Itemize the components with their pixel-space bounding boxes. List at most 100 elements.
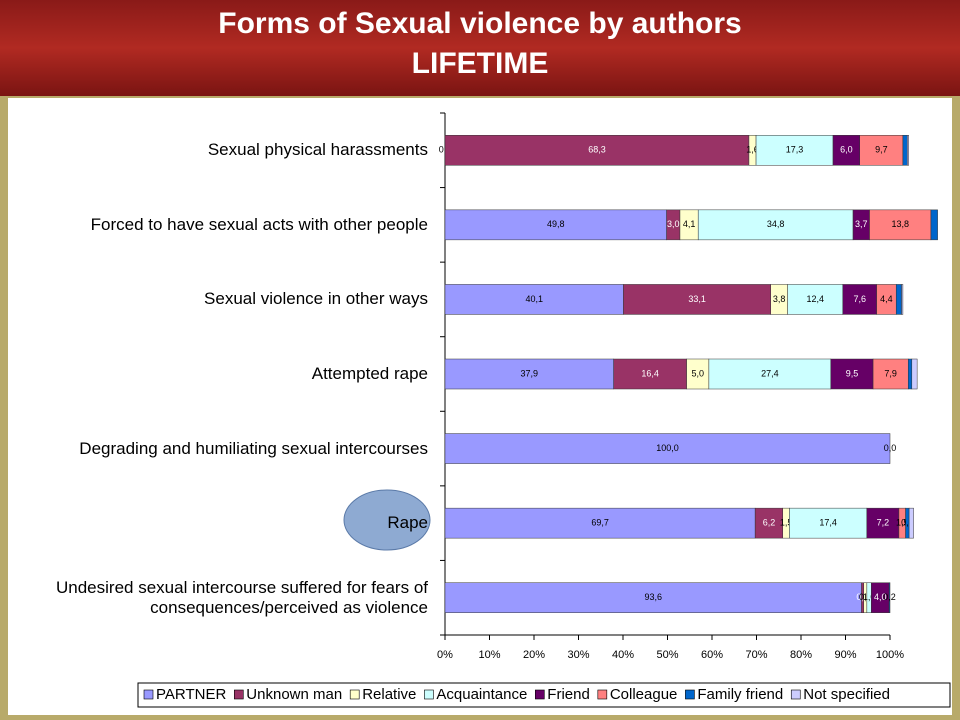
bar-segment <box>930 209 938 241</box>
legend-swatch <box>790 689 801 700</box>
x-tick-label: 100% <box>876 649 904 661</box>
data-label: 12,4 <box>806 294 824 304</box>
y-tick-label: Forced to have sexual acts with other pe… <box>90 214 428 234</box>
legend-label: Relative <box>362 686 416 703</box>
bar-segment <box>708 358 832 390</box>
y-tick-label: Rape <box>387 513 428 533</box>
data-label: 100,0 <box>656 443 679 453</box>
bar-segment <box>901 284 904 315</box>
bar-segment <box>907 358 913 390</box>
data-label: 4,4 <box>880 294 893 304</box>
y-tick-label: Attempted rape <box>311 364 428 383</box>
title-banner <box>0 0 960 96</box>
bar-segment <box>902 135 908 166</box>
data-label: 6,2 <box>763 518 776 528</box>
x-tick-label: 80% <box>790 649 812 661</box>
data-label: 0,7 <box>859 592 872 602</box>
bar-segment <box>842 284 877 315</box>
legend-label: Family friend <box>697 686 783 703</box>
x-tick-label: 20% <box>523 649 545 661</box>
bar-segment <box>755 135 834 166</box>
bar-segment <box>613 358 687 390</box>
bar-segment <box>888 582 891 613</box>
x-tick-label: 90% <box>834 649 856 661</box>
bar-segment <box>444 433 891 464</box>
y-tick-label: Degrading and humiliating sexual interco… <box>79 438 428 458</box>
legend-swatch <box>685 689 695 700</box>
data-label: 9,7 <box>875 145 888 155</box>
data-label: 7,6 <box>853 294 866 304</box>
legend-label: Not specified <box>803 686 890 703</box>
data-label: 3,0 <box>667 219 680 229</box>
data-label: 69,7 <box>591 518 609 528</box>
data-label: 33,1 <box>688 294 706 304</box>
legend-label: Colleague <box>610 686 678 703</box>
data-label: 4,1 <box>683 219 696 229</box>
data-label: 68,3 <box>588 145 606 155</box>
bar-segment <box>444 209 667 241</box>
data-label: 0,8 <box>901 518 914 528</box>
chart-title: Forms of Sexual violence by authors LIFE… <box>218 7 742 80</box>
data-label: 6,0 <box>840 145 853 155</box>
legend-label: Acquaintance <box>436 686 527 703</box>
bar-segment <box>895 284 902 315</box>
legend-label: Unknown man <box>246 686 342 703</box>
data-label: 3,8 <box>773 294 786 304</box>
data-label: 9,5 <box>846 368 859 378</box>
bar-segment <box>872 358 909 390</box>
bar-segment <box>911 358 918 390</box>
bar-segment <box>787 284 844 315</box>
data-label: 3,7 <box>855 219 868 229</box>
legend-swatch <box>424 689 434 700</box>
data-label: 37,9 <box>521 368 539 378</box>
data-label: 7,2 <box>877 518 890 528</box>
y-tick-label: Undesired sexual intercourse suffered fo… <box>56 577 428 617</box>
legend-label: Friend <box>547 686 590 703</box>
data-label: 1,5 <box>896 518 909 528</box>
data-label: 5,0 <box>692 368 705 378</box>
x-tick-label: 70% <box>745 649 767 661</box>
x-tick-label: 50% <box>656 649 678 661</box>
data-label: 17,4 <box>819 518 837 528</box>
legend: PARTNER Unknown man Relative Acquaintance Fr… <box>137 682 951 708</box>
x-tick-label: 30% <box>567 649 589 661</box>
highlight-ellipse <box>343 489 431 551</box>
x-tick-label: 40% <box>612 649 634 661</box>
data-label: 0,5 <box>856 592 869 602</box>
bar-segment <box>859 135 904 166</box>
data-label: 40,1 <box>525 294 543 304</box>
data-label: 27,4 <box>761 368 779 378</box>
bar-segment <box>444 358 614 390</box>
bar-segment <box>623 284 771 315</box>
bar-segment <box>908 507 914 539</box>
data-label: 0,0 <box>884 443 897 453</box>
data-label: 93,6 <box>644 592 662 602</box>
legend-swatch <box>534 689 545 700</box>
data-label: 1,5 <box>780 518 793 528</box>
data-label: 0,2 <box>883 592 896 602</box>
data-label: 34,8 <box>767 219 785 229</box>
bar-segment <box>444 582 862 613</box>
bar-segment <box>444 135 750 166</box>
data-label: 7,9 <box>884 368 897 378</box>
bar-segment <box>869 209 932 241</box>
data-label: 13,8 <box>891 219 909 229</box>
bar-segment <box>832 135 860 166</box>
legend-swatch <box>143 689 154 700</box>
data-label: 17,3 <box>786 145 804 155</box>
bar-segment <box>697 209 854 241</box>
bar-segment <box>907 135 909 166</box>
data-label: 1,6 <box>746 145 759 155</box>
data-label: 16,4 <box>641 368 659 378</box>
legend-swatch <box>233 689 244 700</box>
legend-label: PARTNER <box>156 686 226 703</box>
y-tick-label: Sexual physical harassments <box>207 140 428 160</box>
y-tick-label: Sexual violence in other ways <box>204 289 428 309</box>
x-tick-label: 0% <box>437 649 453 661</box>
data-label: 1,0 <box>863 592 876 602</box>
bar-segment <box>830 358 874 390</box>
legend-swatch <box>597 689 608 700</box>
x-tick-label: 60% <box>701 649 723 661</box>
